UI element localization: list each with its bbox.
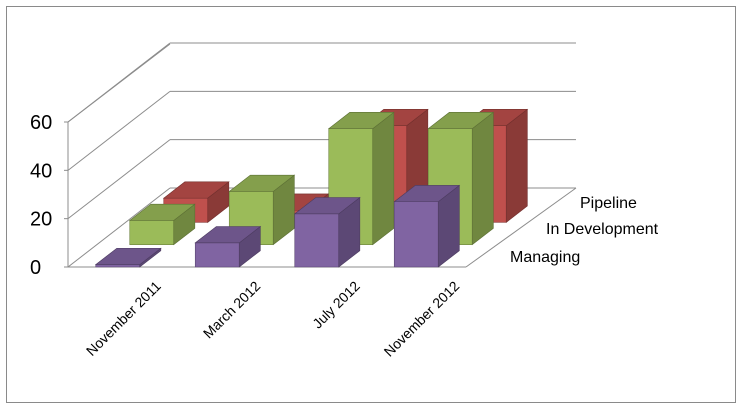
bar-top [94,247,162,265]
bar-in-development [128,203,196,246]
bar-in-development [327,111,395,246]
bar-top [228,174,296,192]
bar-managing [194,225,262,268]
bar-top [194,226,262,244]
y-axis: 0 20 40 60 [30,112,68,279]
series-label: In Development [546,221,659,238]
bar-top [162,181,230,199]
bar-top [293,197,361,215]
gridline-side [67,42,171,123]
bar-front [294,213,340,268]
bar-side [372,111,395,246]
bar-managing [94,247,162,268]
x-category-label: March 2012 [200,278,264,342]
bar-managing [393,184,461,268]
x-category-label: July 2012 [309,278,363,332]
x-axis: November 2011 March 2012 July 2012 November… [83,278,463,360]
gridline-side [67,90,171,171]
series-label: Managing [510,249,580,266]
series-label: Pipeline [580,195,637,212]
bar-managing [293,196,361,268]
bar-front [95,264,141,268]
x-category-label: November 2012 [381,278,463,360]
bar-top [327,112,395,129]
x-category-label: November 2011 [83,278,164,359]
bar-front [129,220,175,245]
bar-top [393,185,461,203]
y-tick-label: 40 [30,160,52,182]
bars [94,108,529,268]
bar-top [128,203,196,221]
gridline-side [67,139,171,220]
y-tick-label: 60 [30,112,52,134]
bar-top [427,112,495,129]
bar-front [194,242,240,268]
depth-axis-legend: Managing In Development Pipeline [510,195,659,266]
y-tick-label: 0 [30,257,41,279]
y-tick-label: 20 [30,209,52,231]
bar-front [393,201,439,268]
bar-side [471,111,494,246]
bar-side [505,108,528,223]
